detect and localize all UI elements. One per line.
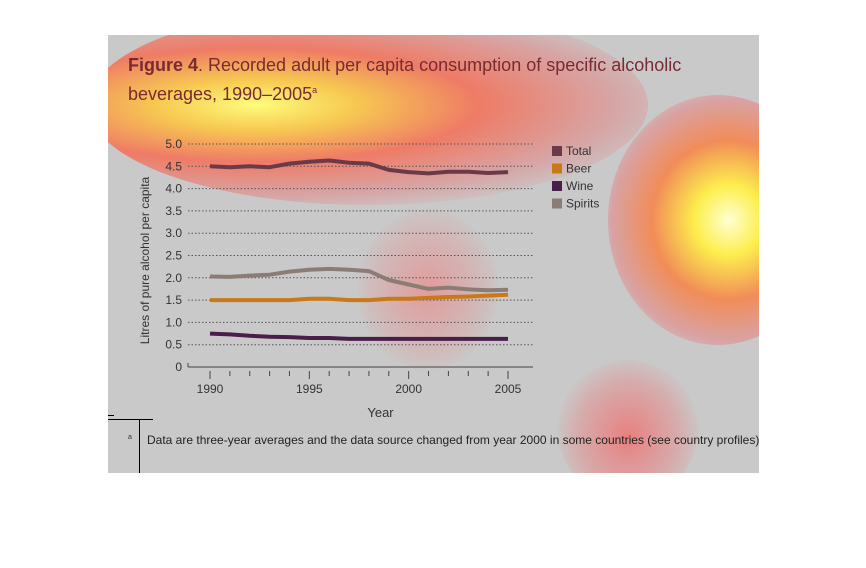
legend-label-total: Total bbox=[566, 144, 591, 158]
line-chart: 0 0.5 1.0 1.5 2.0 2.5 3.0 3.5 4.0 4.5 5.0 1990 1995 2… bbox=[138, 137, 599, 420]
legend-label-wine: Wine bbox=[566, 179, 594, 193]
y-tick-label: 1.5 bbox=[165, 293, 182, 307]
y-tick-label: 3.5 bbox=[165, 204, 182, 218]
footnote-mark: a bbox=[128, 434, 132, 441]
x-tick-label: 2005 bbox=[495, 382, 522, 396]
footnote-rule-horizontal bbox=[108, 419, 153, 420]
series-line-spirits bbox=[209, 266, 509, 293]
y-tick-label: 2.0 bbox=[165, 271, 182, 285]
figure-title: Figure 4. Recorded adult per capita cons… bbox=[128, 53, 688, 107]
legend-label-spirits: Spirits bbox=[566, 197, 599, 211]
y-tick-label: 2.5 bbox=[165, 249, 182, 263]
series-line-total bbox=[209, 158, 509, 176]
figure-panel: Figure 4. Recorded adult per capita cons… bbox=[108, 35, 759, 473]
series-line-beer bbox=[210, 292, 509, 303]
legend-swatch-spirits bbox=[552, 198, 562, 209]
legend-label-beer: Beer bbox=[566, 162, 591, 176]
x-tick-label: 1990 bbox=[197, 382, 224, 396]
y-tick-label: 3.0 bbox=[165, 226, 182, 240]
figure-title-superscript: a bbox=[312, 85, 318, 95]
y-tick-label: 5.0 bbox=[165, 137, 182, 151]
footnote-text: Data are three-year averages and the dat… bbox=[147, 433, 759, 447]
legend-swatch-total bbox=[552, 146, 562, 156]
y-tick-label: 4.5 bbox=[165, 159, 182, 173]
x-axis-label: Year bbox=[367, 405, 394, 420]
y-axis-label: Litres of pure alcohol per capita bbox=[138, 176, 152, 344]
footnote-rule-vertical bbox=[139, 420, 140, 473]
x-tick-label: 2000 bbox=[395, 382, 422, 396]
series-line-wine bbox=[209, 331, 508, 341]
legend-swatch-beer bbox=[552, 163, 562, 174]
figure-label: Figure 4 bbox=[128, 55, 199, 75]
y-tick-label: 0 bbox=[175, 360, 182, 374]
footnote-rule-tick bbox=[108, 415, 114, 416]
legend-swatch-wine bbox=[552, 181, 562, 191]
y-tick-label: 1.0 bbox=[165, 315, 182, 329]
y-tick-label: 0.5 bbox=[165, 338, 182, 352]
figure-title-text: . Recorded adult per capita consumption … bbox=[128, 55, 682, 104]
y-tick-label: 4.0 bbox=[165, 182, 182, 196]
x-tick-label: 1995 bbox=[296, 382, 323, 396]
